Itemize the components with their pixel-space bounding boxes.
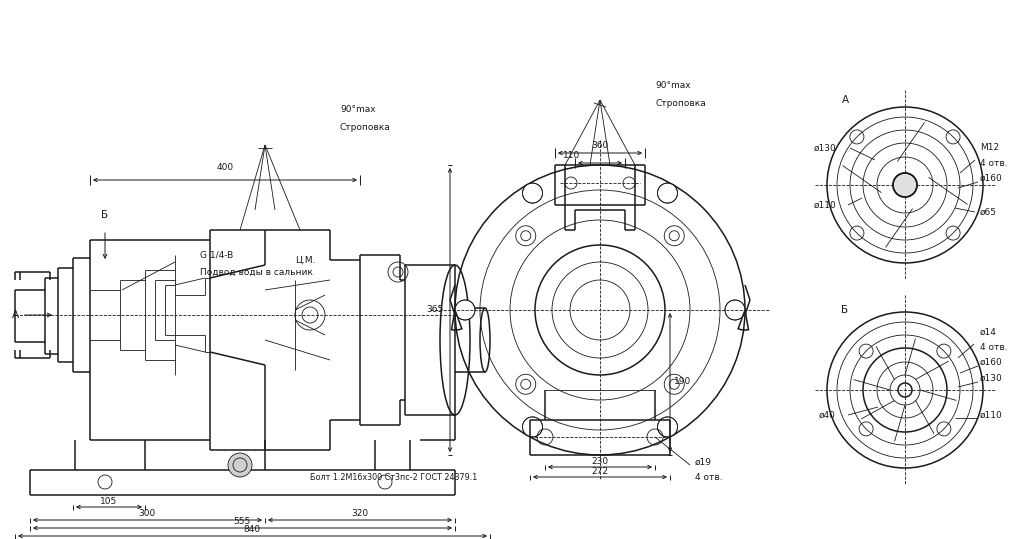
Text: Б: Б <box>101 210 109 220</box>
Text: ø130: ø130 <box>813 143 836 153</box>
Circle shape <box>455 300 475 320</box>
Text: 400: 400 <box>216 163 233 172</box>
Text: А: А <box>842 95 849 105</box>
Text: ø160: ø160 <box>980 357 1002 367</box>
Circle shape <box>657 417 678 437</box>
Text: 320: 320 <box>351 509 369 519</box>
Circle shape <box>893 173 918 197</box>
Text: 110: 110 <box>563 151 580 161</box>
Text: ø14: ø14 <box>980 328 997 336</box>
Text: 555: 555 <box>233 517 251 527</box>
Text: 360: 360 <box>592 141 608 149</box>
Text: ø160: ø160 <box>980 174 1002 183</box>
Text: 90°max: 90°max <box>655 80 690 89</box>
Text: ø130: ø130 <box>980 374 1002 383</box>
Text: Строповка: Строповка <box>655 99 706 107</box>
Text: G 1/4-B: G 1/4-B <box>200 251 233 259</box>
Text: Строповка: Строповка <box>340 122 391 132</box>
Circle shape <box>657 183 678 203</box>
Text: 4 отв.: 4 отв. <box>980 158 1008 168</box>
Text: 272: 272 <box>592 466 608 475</box>
Text: ø65: ø65 <box>980 208 997 217</box>
Text: Подвод воды в сальник: Подвод воды в сальник <box>200 267 313 277</box>
Text: 230: 230 <box>592 458 608 466</box>
Circle shape <box>725 300 745 320</box>
Text: 4 отв.: 4 отв. <box>695 473 723 482</box>
Text: ø110: ø110 <box>980 411 1002 419</box>
Text: Ц.М.: Ц.М. <box>295 255 315 265</box>
Text: Болт 1.2М16х300 Ст3пс-2 ГОСТ 24379.1: Болт 1.2М16х300 Ст3пс-2 ГОСТ 24379.1 <box>310 473 477 481</box>
Circle shape <box>522 183 543 203</box>
Text: ø19: ø19 <box>695 458 712 466</box>
Text: 90°max: 90°max <box>340 106 376 114</box>
Text: ø40: ø40 <box>819 411 836 419</box>
Circle shape <box>228 453 252 477</box>
Text: Б: Б <box>842 305 849 315</box>
Text: ø110: ø110 <box>813 201 836 210</box>
Text: А: А <box>12 310 19 320</box>
Text: 190: 190 <box>675 377 691 386</box>
Text: 365: 365 <box>426 306 443 314</box>
Text: 300: 300 <box>138 509 156 519</box>
Circle shape <box>522 417 543 437</box>
Text: 4 отв.: 4 отв. <box>980 342 1008 351</box>
Text: 105: 105 <box>100 496 118 506</box>
Text: М12: М12 <box>980 143 999 153</box>
Text: 840: 840 <box>244 526 260 535</box>
